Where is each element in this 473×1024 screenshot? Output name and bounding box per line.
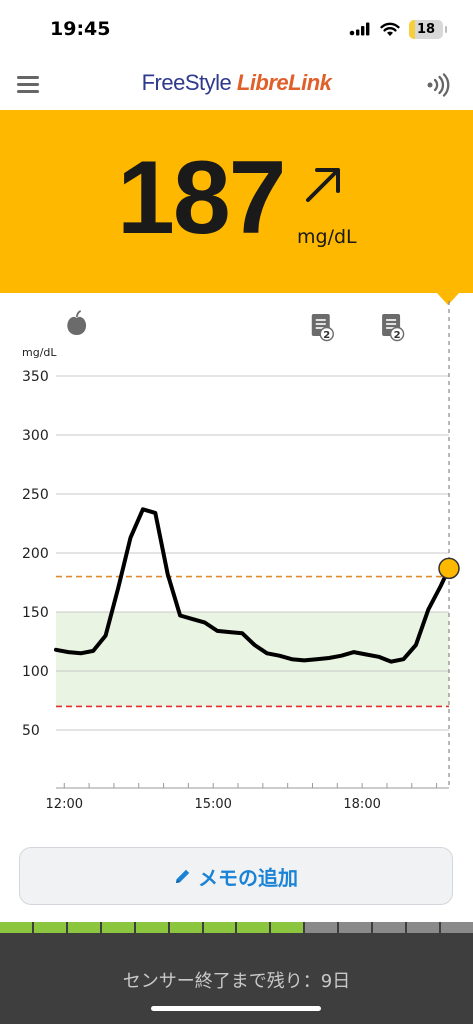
note-icon[interactable] [382, 314, 405, 342]
y-tick-label: 250 [22, 487, 49, 503]
app-logo: FreeStyle LibreLink [0, 70, 473, 96]
y-tick-label: 350 [22, 369, 49, 385]
sensor-segment [440, 922, 473, 933]
current-glucose-point [438, 557, 460, 580]
status-bar: 19:45 18 [0, 0, 473, 60]
sensor-segment [237, 922, 272, 933]
glucose-chart[interactable]: 50 100 150 200 250 300 350 mg/dL 12:00 15:00 18:00… [0, 293, 473, 828]
home-indicator[interactable] [151, 1006, 321, 1011]
menu-button[interactable] [17, 76, 39, 94]
note-icon[interactable] [311, 314, 334, 342]
battery-indicator: 18 [409, 20, 447, 39]
brand-librelink: LibreLink [236, 70, 332, 95]
x-tick-label: 15:00 [194, 797, 231, 812]
battery-percent: 18 [416, 22, 436, 37]
note-count-badge: 2 [394, 330, 401, 341]
sensor-segment [33, 922, 68, 933]
battery-fill [409, 20, 416, 39]
arrow-up-right-icon [306, 168, 340, 202]
sensor-segment [339, 922, 374, 933]
sensor-segment [407, 922, 441, 933]
status-time: 19:45 [50, 18, 111, 40]
glucose-line [54, 507, 451, 664]
add-memo-button[interactable]: メモの追加 [19, 847, 453, 905]
sensor-segment [203, 922, 238, 933]
cellular-signal-icon [349, 22, 370, 36]
sensor-segment [0, 922, 34, 933]
apple-icon[interactable] [67, 310, 87, 335]
nfc-scan-icon [427, 73, 450, 97]
glucose-unit: mg/dL [297, 226, 357, 248]
x-tick-label: 18:00 [343, 797, 380, 812]
x-tick-label: 12:00 [46, 797, 83, 812]
nfc-scan-button[interactable] [425, 73, 451, 97]
y-tick-label: 50 [22, 723, 40, 739]
y-tick-label: 150 [22, 605, 49, 621]
sensor-segment [101, 922, 136, 933]
sensor-segment [67, 922, 102, 933]
sensor-life-segments [0, 922, 473, 933]
battery-cap [445, 26, 447, 33]
y-tick-label: 100 [22, 664, 49, 680]
sensor-segment [169, 922, 204, 933]
add-memo-label: メモの追加 [198, 865, 298, 890]
sensor-segment [373, 922, 408, 933]
sensor-remaining-text: センサー終了まで残り：9日 [122, 971, 351, 992]
brand-freestyle: FreeStyle [141, 70, 237, 95]
status-icons: 18 [349, 20, 447, 39]
current-time-pointer [437, 293, 459, 305]
y-tick-label: 300 [22, 428, 49, 444]
sensor-segment [305, 922, 340, 933]
current-reading-panel: 187 mg/dL [0, 110, 473, 293]
wifi-icon [380, 22, 400, 36]
sensor-segment [135, 922, 170, 933]
y-tick-label: 200 [22, 546, 49, 562]
pencil-icon [176, 869, 190, 883]
note-count-badge: 2 [323, 330, 330, 341]
y-axis-unit-label: mg/dL [22, 346, 57, 359]
glucose-value: 187 [117, 140, 287, 256]
app-header: FreeStyle LibreLink [0, 60, 473, 110]
hamburger-icon [17, 76, 39, 93]
sensor-segment [271, 922, 306, 933]
